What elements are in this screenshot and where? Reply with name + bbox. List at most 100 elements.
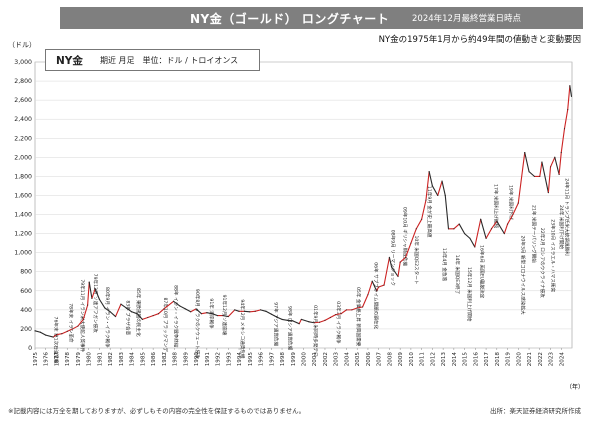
event-annotation: 91年12月 ソ連崩壊	[221, 295, 228, 336]
x-tick-label: 2021	[527, 352, 533, 367]
x-tick-label: 2016	[473, 352, 479, 367]
data-point	[570, 95, 573, 97]
series-segment	[34, 330, 41, 333]
event-annotation: 11年9月 金が史上最高値	[426, 186, 433, 238]
series-segment	[91, 288, 96, 299]
data-point	[66, 330, 68, 332]
x-tick-label: 1979	[76, 352, 82, 367]
x-tick-label: 2011	[420, 352, 426, 367]
x-tick-label: 1991	[205, 352, 211, 367]
x-tick-label: 1975	[33, 352, 39, 367]
series-segment	[300, 318, 310, 323]
data-point	[356, 307, 358, 309]
y-tick-label: 2,200	[14, 135, 32, 142]
series-segment	[324, 316, 331, 321]
data-point	[91, 297, 93, 299]
x-tick-label: 1976	[44, 352, 50, 367]
event-annotation: 14年 米国QE3終了	[454, 255, 461, 295]
event-annotation: 76年末 第1次石油危機	[52, 317, 59, 364]
data-point	[131, 311, 133, 313]
y-tick-label: 0	[28, 345, 32, 352]
data-point	[157, 313, 160, 315]
series-segment	[211, 313, 219, 317]
data-point	[335, 314, 337, 316]
y-tick-label: 1,400	[14, 212, 32, 219]
y-tick-label: 1,000	[14, 250, 32, 257]
chart-title: NY金（ゴールド） ロングチャート	[190, 12, 390, 26]
event-annotation: 24年11月 トランプ氏米大統領選勝利	[564, 178, 571, 256]
series-segment	[265, 310, 272, 315]
x-tick-label: 2012	[430, 352, 436, 366]
series-segment	[87, 281, 90, 306]
x-tick-label: 1983	[119, 352, 125, 367]
series-segment	[104, 307, 111, 313]
footnote: ※記載内容には万全を期しておりますが、必ずしもその内容の完全性を保証するものでは…	[8, 407, 306, 415]
series-segment	[254, 309, 262, 312]
series-segment	[319, 319, 326, 323]
legend: NY金 期近 月足 単位：ドル / トロイオンス	[45, 49, 260, 71]
data-point	[496, 220, 498, 222]
x-tick-label: 1989	[183, 352, 189, 367]
x-tick-label: 2002	[323, 352, 329, 366]
series-segment	[399, 256, 407, 263]
series-segment	[410, 228, 417, 244]
data-point	[547, 192, 549, 194]
series-segment	[172, 300, 181, 307]
series-segment	[567, 85, 571, 111]
event-annotation: 24年 米国利下げ開始	[558, 205, 565, 249]
event-annotation: 90年8月 イラクのクウェート侵攻	[194, 289, 201, 359]
x-tick-label: 2003	[334, 352, 340, 367]
series-segment	[109, 311, 117, 318]
data-point	[549, 166, 552, 168]
data-point	[147, 316, 149, 319]
series-segment	[371, 280, 378, 292]
series-segment	[66, 328, 74, 332]
data-point	[104, 307, 106, 309]
data-point	[425, 199, 427, 201]
data-point	[281, 318, 283, 320]
data-point	[340, 313, 342, 315]
event-annotation: 79年12月 ソ連アフガン侵攻	[92, 274, 99, 333]
series-segment	[415, 218, 423, 230]
series-segment	[356, 306, 364, 309]
series-segment	[474, 218, 482, 248]
series-segment	[88, 281, 93, 299]
data-point	[141, 318, 143, 320]
y-tick-label: 2,600	[14, 97, 32, 104]
data-point	[431, 185, 433, 187]
x-tick-label: 1986	[151, 352, 157, 367]
data-point	[453, 228, 455, 230]
event-annotation: 98年 ロシア通貨危機	[286, 306, 293, 350]
data-point	[391, 266, 393, 268]
series-segment	[560, 128, 566, 154]
data-point	[469, 237, 471, 239]
y-tick-label: 600	[20, 288, 32, 295]
data-point	[222, 315, 224, 317]
series-segment	[270, 313, 278, 318]
data-point	[517, 202, 519, 204]
data-point	[324, 319, 326, 321]
x-tick-label: 1994	[237, 352, 243, 367]
data-point	[115, 315, 117, 318]
data-point	[512, 213, 514, 216]
y-axis-unit: （ドル）	[8, 41, 36, 49]
x-tick-label: 2008	[387, 352, 393, 367]
data-point	[276, 316, 278, 318]
data-point	[441, 180, 443, 182]
series-segment	[82, 304, 89, 320]
series-segment	[431, 185, 439, 197]
chart-subtitle: NY金の1975年1月から約49年間の値動きと変動要因	[378, 35, 581, 45]
y-tick-label: 2,000	[14, 154, 32, 161]
series-segment	[554, 156, 560, 176]
event-annotation: 03年3月 イラク戦争	[335, 301, 342, 344]
x-tick-label: 2015	[463, 352, 469, 367]
series-segment	[391, 266, 399, 278]
data-point	[34, 330, 36, 332]
series-segment	[281, 318, 288, 321]
x-tick-label: 1997	[269, 352, 275, 367]
x-axis-ticks: 1975 1976 1977 1978 1979 1980 1981 1982 1983 1984…	[33, 352, 565, 367]
data-point	[444, 194, 446, 197]
data-point	[72, 328, 74, 330]
data-point	[345, 309, 348, 311]
series-segment	[125, 307, 133, 313]
